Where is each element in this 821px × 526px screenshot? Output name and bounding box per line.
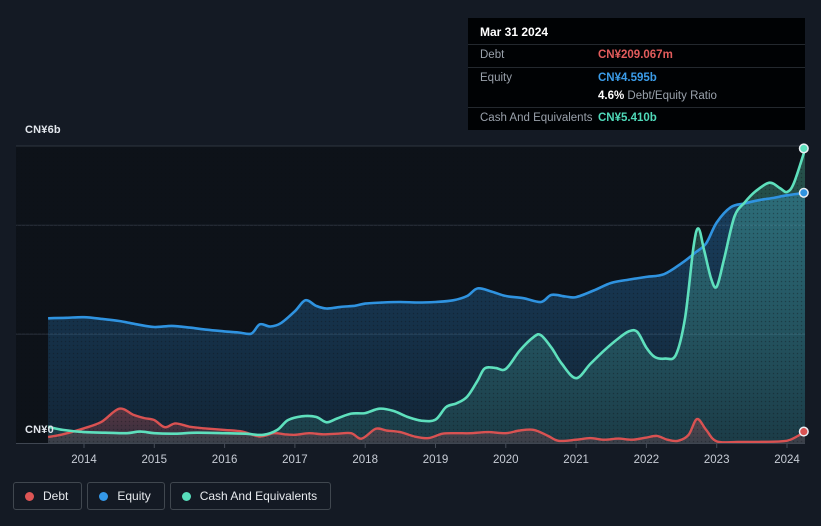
- tooltip-debt-value: CN¥209.067m: [598, 49, 673, 61]
- tooltip-equity-value: CN¥4.595b: [598, 72, 657, 84]
- y-axis-zero-label: CN¥0: [25, 424, 54, 436]
- x-axis-label: 2019: [423, 454, 449, 466]
- equity-end-dot: [798, 187, 809, 198]
- chart-tooltip: Mar 31 2024 Debt CN¥209.067m Equity CN¥4…: [468, 18, 805, 130]
- debt-end-dot: [798, 426, 809, 437]
- tooltip-equity-label: Equity: [480, 72, 512, 84]
- tooltip-debt-label: Debt: [480, 49, 505, 61]
- x-axis-label: 2017: [282, 454, 308, 466]
- legend-item-equity[interactable]: Equity: [87, 482, 165, 510]
- x-axis-label: 2024: [774, 454, 800, 466]
- x-axis-label: 2018: [352, 454, 378, 466]
- chart-legend: Debt Equity Cash And Equivalents: [13, 482, 332, 510]
- tooltip-row-cash: Cash And Equivalents CN¥5.410b: [468, 107, 805, 130]
- debt-equity-ratio-value: 4.6%: [598, 90, 625, 102]
- tooltip-row-debt: Debt CN¥209.067m: [468, 44, 805, 67]
- x-axis-label: 2016: [212, 454, 238, 466]
- x-axis-label: 2022: [634, 454, 660, 466]
- tooltip-cash-label: Cash And Equivalents: [480, 112, 593, 124]
- x-axis-label: 2014: [71, 454, 97, 466]
- tooltip-date: Mar 31 2024: [480, 25, 549, 39]
- legend-item-label: Equity: [117, 489, 151, 503]
- halftone-texture: [16, 146, 805, 443]
- x-axis-label: 2015: [142, 454, 168, 466]
- cash-line: [47, 147, 805, 437]
- x-axis-label: 2023: [704, 454, 730, 466]
- legend-item-cash-and-equivalents[interactable]: Cash And Equivalents: [169, 482, 332, 510]
- debt-legend-dot-icon: [25, 491, 34, 501]
- debt-line: [47, 407, 805, 443]
- x-axis-label: 2021: [563, 454, 589, 466]
- cash-end-dot: [798, 143, 809, 154]
- legend-item-label: Debt: [43, 489, 69, 503]
- cash-and-equivalents-legend-dot-icon: [181, 491, 191, 501]
- x-axis-label: 2020: [493, 454, 519, 466]
- y-axis-max-label: CN¥6b: [25, 124, 61, 136]
- equity-line: [48, 191, 805, 336]
- legend-item-debt[interactable]: Debt: [13, 482, 83, 510]
- debt-equity-ratio-label: Debt/Equity Ratio: [627, 90, 717, 102]
- tooltip-cash-value: CN¥5.410b: [598, 112, 657, 124]
- equity-legend-dot-icon: [99, 491, 109, 501]
- legend-item-label: Cash And Equivalents: [199, 489, 318, 503]
- tooltip-ratio-line: 4.6% Debt/Equity Ratio: [598, 89, 793, 103]
- tooltip-row-equity: Equity CN¥4.595b 4.6% Debt/Equity Ratio: [468, 67, 805, 107]
